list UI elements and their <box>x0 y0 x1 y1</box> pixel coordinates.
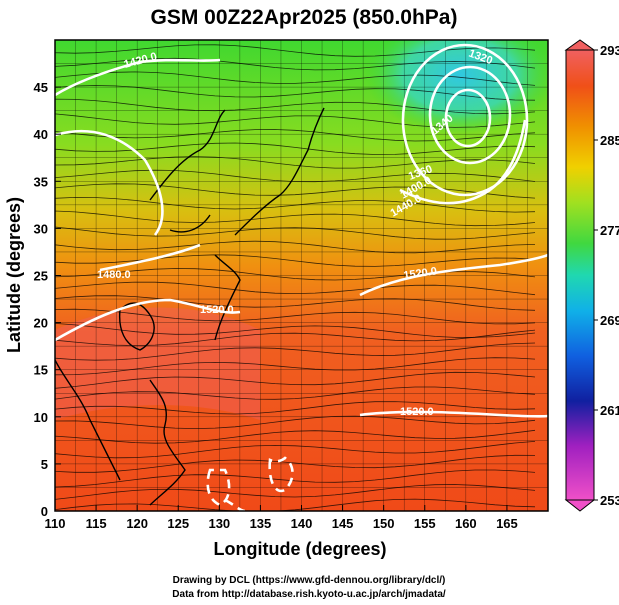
y-tick-label: 15 <box>34 363 48 378</box>
streamline <box>55 113 536 128</box>
streamline <box>55 295 536 311</box>
x-tick-label: 125 <box>167 516 189 531</box>
streamline <box>55 281 536 296</box>
streamline <box>55 371 536 389</box>
streamline <box>55 268 536 281</box>
colorbar-tick-label: 285 <box>600 133 619 148</box>
y-tick-label: 35 <box>34 174 48 189</box>
y-tick-label: 25 <box>34 269 48 284</box>
y-tick-label: 45 <box>34 80 48 95</box>
streamline <box>55 129 536 142</box>
credit-line-2: Data from http://database.rish.kyoto-u.a… <box>172 589 446 600</box>
streamline <box>55 401 536 415</box>
x-tick-label: 160 <box>455 516 477 531</box>
streamline <box>55 85 536 101</box>
x-tick-label: 135 <box>250 516 272 531</box>
y-tick-label: 40 <box>34 127 48 142</box>
colorbar-top-arrow <box>564 39 596 51</box>
contour-label: 1520.0 <box>403 265 438 282</box>
streamline <box>55 240 536 254</box>
x-axis: 110 115 120 125 130 135 140 145 150 155 160 165 <box>45 505 518 531</box>
streamline <box>55 329 536 347</box>
colorbar-tick-label: 277 <box>600 223 619 238</box>
streamline <box>55 322 536 338</box>
credit-line-1: Drawing by DCL (https://www.gfd-dennou.o… <box>173 575 446 586</box>
streamline <box>55 357 536 376</box>
colorbar-tick-label: 253 <box>600 493 619 508</box>
streamline <box>55 454 536 473</box>
height-contours <box>55 43 548 418</box>
streamline <box>55 469 536 488</box>
colorbar-tick-label: 269 <box>600 313 619 328</box>
plot-area: 1420.0 1480.0 1520.0 1520.0 1520.0 1400.… <box>55 40 548 511</box>
y-tick-label: 30 <box>34 221 48 236</box>
colorbar-tick-label: 261 <box>600 403 619 418</box>
streamline <box>55 484 536 500</box>
x-tick-label: 120 <box>126 516 148 531</box>
streamline <box>55 386 536 400</box>
streamline <box>55 169 536 183</box>
coastlines <box>55 107 325 506</box>
streamline <box>55 44 536 57</box>
x-tick-label: 155 <box>414 516 436 531</box>
streamline <box>55 183 536 199</box>
colorbar-bottom-arrow <box>564 499 596 512</box>
streamline <box>55 142 536 155</box>
streamline <box>55 441 536 459</box>
x-tick-label: 150 <box>373 516 395 531</box>
x-axis-label: Longitude (degrees) <box>213 539 386 559</box>
streamline <box>55 57 536 71</box>
y-axis-label: Latitude (degrees) <box>4 197 24 353</box>
wind-streamlines <box>55 44 536 511</box>
contour-label: 1480.0 <box>97 269 131 281</box>
y-tick-label: 0 <box>41 504 48 519</box>
streamline <box>55 226 536 240</box>
x-tick-label: 130 <box>208 516 230 531</box>
y-tick-label: 20 <box>34 316 48 331</box>
contour-label: 1520.0 <box>400 406 434 418</box>
streamline <box>55 210 536 227</box>
streamline <box>55 308 536 325</box>
streamline <box>55 342 536 361</box>
streamline <box>55 156 536 169</box>
y-axis: 0 5 10 15 20 25 30 35 40 45 <box>34 80 61 519</box>
x-tick-label: 145 <box>332 516 354 531</box>
x-tick-label: 140 <box>291 516 313 531</box>
colorbar: 293 285 277 269 261 253 <box>564 39 619 512</box>
streamline <box>55 71 536 86</box>
y-tick-label: 10 <box>34 410 48 425</box>
streamline <box>55 98 536 115</box>
streamline <box>55 254 536 267</box>
contour-label: 1520.0 <box>200 304 234 316</box>
x-tick-label: 110 <box>45 516 66 531</box>
x-tick-label: 165 <box>496 516 518 531</box>
streamline <box>55 429 536 444</box>
figure-title: GSM 00Z22Apr2025 (850.0hPa) <box>151 6 458 29</box>
streamline <box>55 196 536 213</box>
colorbar-tick-label: 293 <box>600 43 619 58</box>
streamline <box>55 415 536 430</box>
colorbar-scale <box>565 49 595 501</box>
x-tick-label: 115 <box>86 516 107 531</box>
colorbar-ticks: 293 285 277 269 261 253 <box>594 43 619 508</box>
y-tick-label: 5 <box>41 457 48 472</box>
